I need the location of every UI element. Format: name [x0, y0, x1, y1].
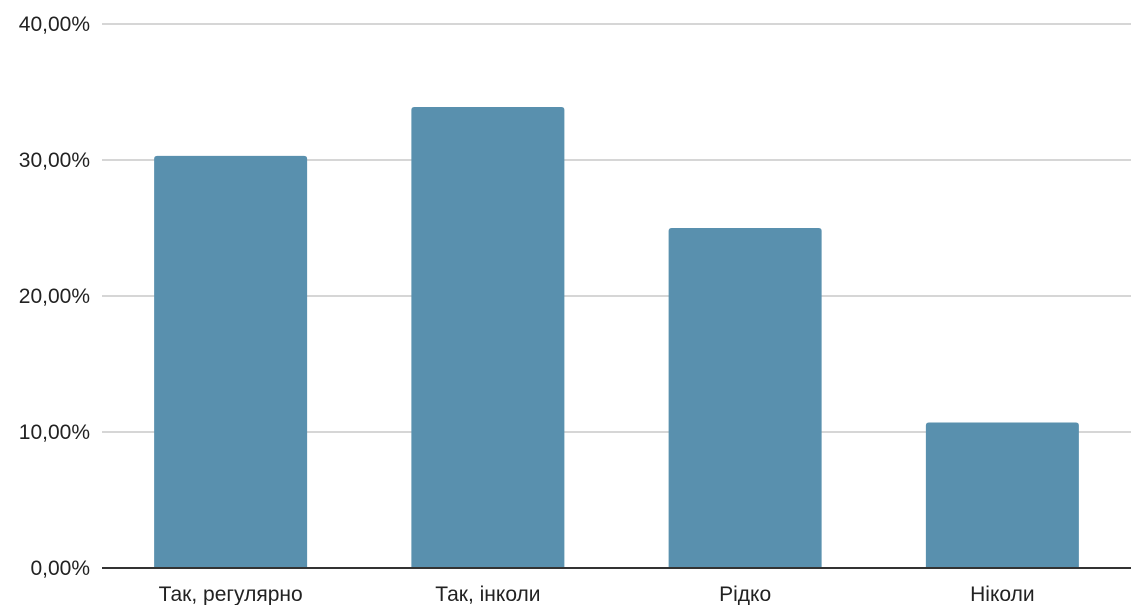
bar [668, 228, 822, 568]
x-category-label: Так, регулярно [159, 583, 303, 605]
y-axis-tick-labels: 0,00% 10,00% 20,00% 30,00% 40,00% [19, 13, 90, 580]
y-tick-label: 30,00% [19, 149, 90, 172]
x-category-label: Ніколи [970, 583, 1034, 605]
x-category-label: Так, інколи [435, 583, 540, 605]
x-axis-category-labels: Так, регулярно Так, інколи Рідко Ніколи [159, 583, 1035, 605]
x-category-label: Рідко [719, 583, 771, 605]
bar [925, 422, 1079, 568]
y-tick-label: 20,00% [19, 285, 90, 308]
y-tick-label: 40,00% [19, 13, 90, 36]
y-tick-label: 0,00% [30, 557, 90, 580]
bars [154, 106, 1079, 569]
bar [411, 106, 565, 569]
bar [154, 155, 308, 569]
y-tick-label: 10,00% [19, 421, 90, 444]
